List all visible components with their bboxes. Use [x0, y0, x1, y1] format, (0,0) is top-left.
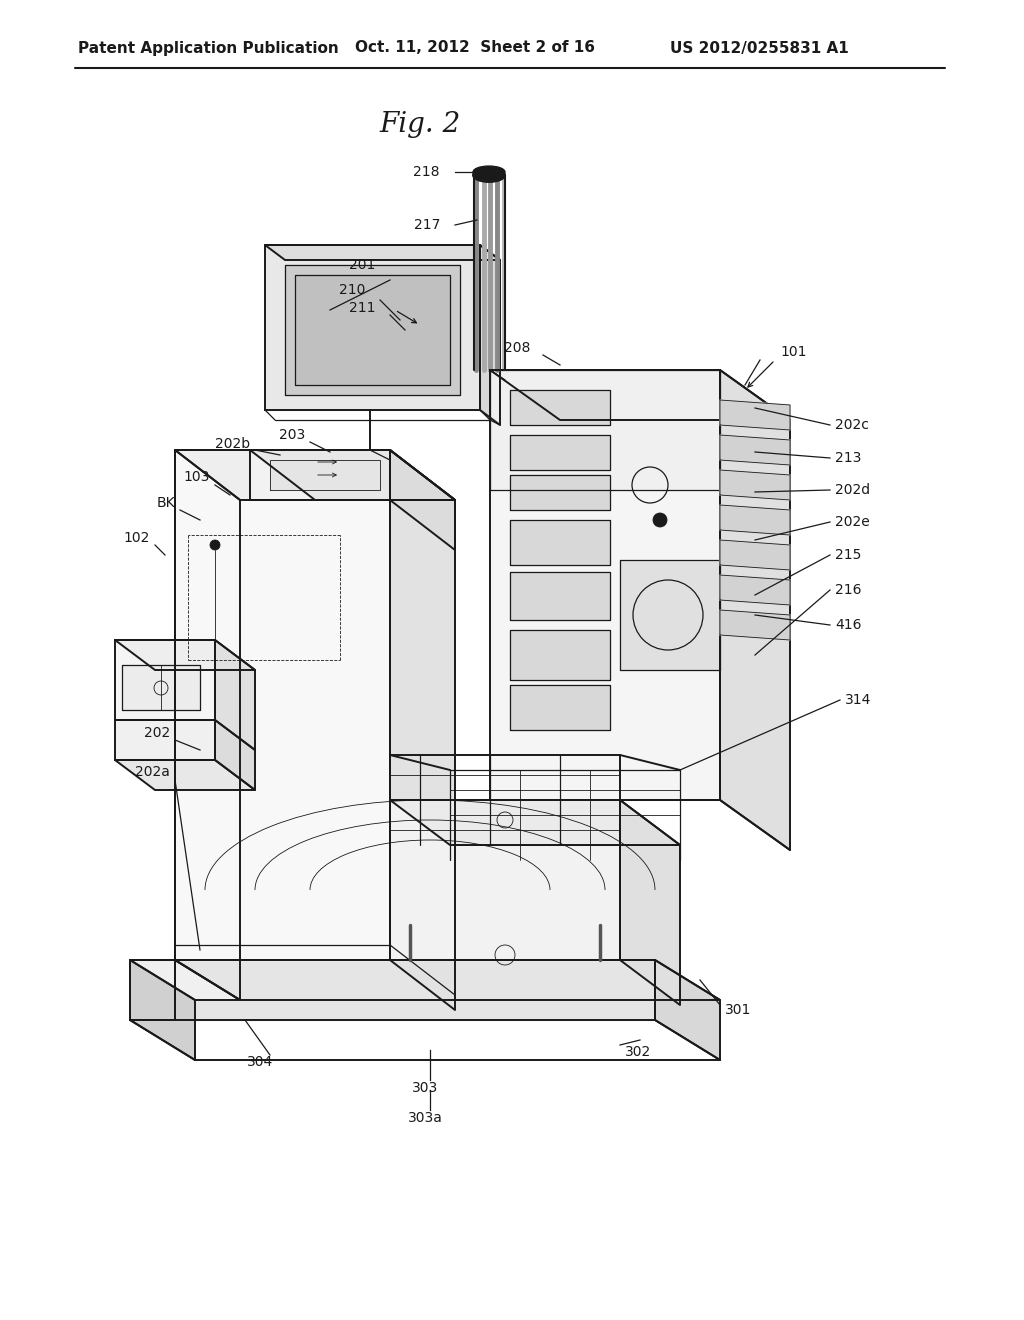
Text: 202e: 202e — [835, 515, 869, 529]
Polygon shape — [510, 520, 610, 565]
Polygon shape — [265, 246, 480, 411]
Polygon shape — [130, 960, 195, 1060]
Text: 217: 217 — [414, 218, 440, 232]
Polygon shape — [720, 540, 790, 570]
Polygon shape — [115, 640, 215, 719]
Text: 218: 218 — [414, 165, 440, 180]
Polygon shape — [175, 960, 720, 1001]
Polygon shape — [510, 630, 610, 680]
Text: 302: 302 — [625, 1045, 651, 1059]
Polygon shape — [720, 506, 790, 535]
Polygon shape — [115, 719, 215, 760]
Text: 103: 103 — [183, 470, 210, 484]
Text: 304: 304 — [247, 1055, 273, 1069]
Polygon shape — [390, 800, 620, 960]
Text: 202: 202 — [143, 726, 170, 741]
Polygon shape — [510, 572, 610, 620]
Polygon shape — [122, 665, 200, 710]
Polygon shape — [215, 640, 255, 750]
Text: 102: 102 — [124, 531, 150, 545]
Polygon shape — [480, 246, 500, 425]
Polygon shape — [720, 610, 790, 640]
Polygon shape — [490, 370, 720, 800]
Polygon shape — [130, 960, 240, 1001]
Text: 211: 211 — [348, 301, 375, 315]
Text: Oct. 11, 2012  Sheet 2 of 16: Oct. 11, 2012 Sheet 2 of 16 — [355, 41, 595, 55]
Text: US 2012/0255831 A1: US 2012/0255831 A1 — [670, 41, 849, 55]
Text: 301: 301 — [725, 1003, 752, 1016]
Text: 201: 201 — [348, 257, 375, 272]
Polygon shape — [115, 640, 255, 671]
Polygon shape — [510, 389, 610, 425]
Polygon shape — [390, 450, 455, 1010]
Text: Patent Application Publication: Patent Application Publication — [78, 41, 339, 55]
Polygon shape — [620, 800, 680, 1005]
Text: 215: 215 — [835, 548, 861, 562]
Ellipse shape — [473, 168, 505, 182]
Text: 303: 303 — [412, 1081, 438, 1096]
Polygon shape — [720, 470, 790, 500]
Polygon shape — [130, 960, 175, 1020]
Text: 202a: 202a — [135, 766, 170, 779]
Polygon shape — [250, 450, 455, 500]
Text: 314: 314 — [845, 693, 871, 708]
Polygon shape — [175, 450, 455, 500]
Polygon shape — [510, 436, 610, 470]
Ellipse shape — [473, 166, 505, 178]
Polygon shape — [620, 560, 720, 671]
Polygon shape — [265, 246, 500, 260]
Polygon shape — [720, 400, 790, 430]
Text: 203: 203 — [279, 428, 305, 442]
Text: 416: 416 — [835, 618, 861, 632]
Text: 210: 210 — [339, 282, 365, 297]
Text: 303a: 303a — [408, 1111, 442, 1125]
Polygon shape — [720, 436, 790, 465]
Text: 202d: 202d — [835, 483, 870, 498]
Polygon shape — [115, 760, 255, 789]
Polygon shape — [285, 265, 460, 395]
Polygon shape — [390, 450, 455, 550]
Text: 213: 213 — [835, 451, 861, 465]
Text: 216: 216 — [835, 583, 861, 597]
Polygon shape — [295, 275, 450, 385]
Text: Fig. 2: Fig. 2 — [379, 111, 461, 139]
Polygon shape — [490, 370, 790, 420]
Polygon shape — [510, 685, 610, 730]
Polygon shape — [720, 370, 790, 850]
Polygon shape — [175, 450, 390, 960]
Polygon shape — [215, 719, 255, 789]
Circle shape — [210, 540, 220, 550]
Text: 208: 208 — [504, 341, 530, 355]
Polygon shape — [655, 960, 720, 1060]
Polygon shape — [490, 370, 720, 490]
Polygon shape — [175, 960, 655, 1020]
Text: 202b: 202b — [215, 437, 250, 451]
Polygon shape — [390, 800, 680, 845]
Polygon shape — [720, 576, 790, 605]
Text: 101: 101 — [780, 345, 807, 359]
Circle shape — [653, 513, 667, 527]
Text: BK: BK — [157, 496, 175, 510]
Polygon shape — [510, 475, 610, 510]
Polygon shape — [270, 459, 380, 490]
Polygon shape — [250, 450, 390, 500]
Text: 202c: 202c — [835, 418, 869, 432]
